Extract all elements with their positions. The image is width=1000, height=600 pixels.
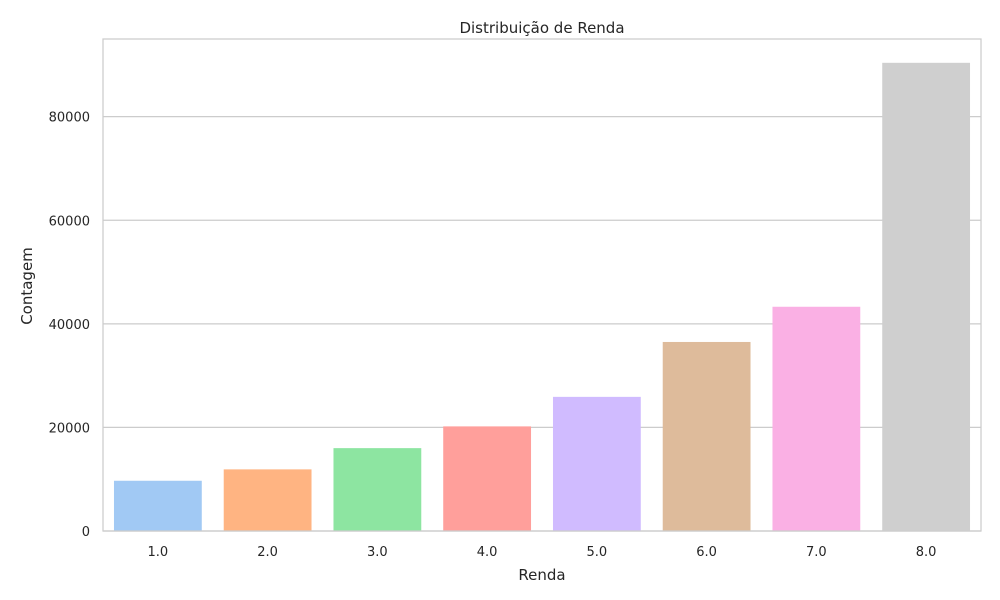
x-tick-label: 4.0 <box>477 545 498 560</box>
bar-7.0 <box>772 306 861 531</box>
bar-6.0 <box>662 341 751 531</box>
plot-frame <box>102 38 982 532</box>
x-tick-label: 6.0 <box>696 545 717 560</box>
y-tick-label: 80000 <box>49 111 90 126</box>
y-tick-label: 0 <box>82 525 90 540</box>
x-tick-label: 7.0 <box>806 545 827 560</box>
x-tick-label: 1.0 <box>148 545 169 560</box>
y-tick-label: 40000 <box>49 318 90 333</box>
bar-1.0 <box>113 480 202 531</box>
x-tick-label: 5.0 <box>587 545 608 560</box>
x-axis-ticks: 1.0 2.0 3.0 4.0 5.0 6.0 7.0 8.0 <box>148 545 937 560</box>
x-tick-label: 3.0 <box>367 545 388 560</box>
y-tick-label: 20000 <box>49 421 90 436</box>
y-tick-label: 60000 <box>49 214 90 229</box>
bar-8.0 <box>882 62 971 532</box>
y-axis-ticks: 0 20000 40000 60000 80000 <box>49 111 90 540</box>
y-axis-label: Contagem <box>18 247 36 325</box>
x-axis-label: Renda <box>518 566 565 584</box>
bar-5.0 <box>552 396 641 531</box>
bar-3.0 <box>333 448 422 531</box>
x-tick-label: 2.0 <box>257 545 278 560</box>
bars <box>113 62 971 532</box>
bar-4.0 <box>443 426 532 531</box>
chart-title: Distribuição de Renda <box>459 19 624 37</box>
x-tick-label: 8.0 <box>916 545 937 560</box>
bar-2.0 <box>223 469 312 531</box>
